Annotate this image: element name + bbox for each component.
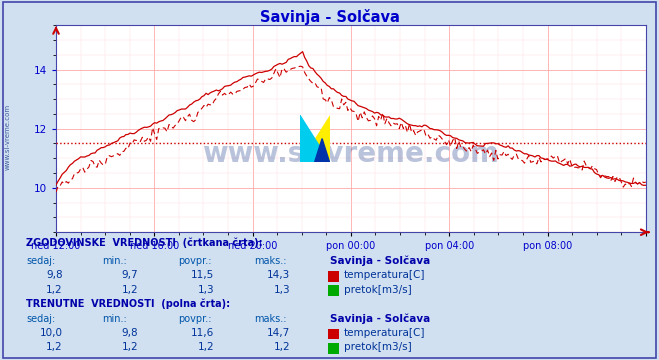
Polygon shape [300,115,330,162]
Text: maks.:: maks.: [254,256,286,266]
Text: 14,3: 14,3 [267,270,290,280]
Text: 1,2: 1,2 [122,342,138,352]
Text: pretok[m3/s]: pretok[m3/s] [344,285,412,295]
Text: 1,2: 1,2 [122,285,138,295]
Text: povpr.:: povpr.: [178,314,212,324]
Text: maks.:: maks.: [254,314,286,324]
Polygon shape [300,115,330,162]
Text: 1,2: 1,2 [273,342,290,352]
Polygon shape [315,139,330,162]
Text: 1,3: 1,3 [198,285,214,295]
Text: 1,2: 1,2 [46,342,63,352]
Text: 11,6: 11,6 [191,328,214,338]
Text: 1,2: 1,2 [198,342,214,352]
Text: www.si-vreme.com: www.si-vreme.com [202,140,500,167]
Text: www.si-vreme.com: www.si-vreme.com [5,104,11,170]
Text: sedaj:: sedaj: [26,314,55,324]
Text: temperatura[C]: temperatura[C] [344,270,426,280]
Text: 14,7: 14,7 [267,328,290,338]
Text: 1,3: 1,3 [273,285,290,295]
Text: Savinja - Solčava: Savinja - Solčava [330,313,430,324]
Text: min.:: min.: [102,256,127,266]
Text: 9,8: 9,8 [46,270,63,280]
Text: 9,8: 9,8 [122,328,138,338]
Text: Savinja - Solčava: Savinja - Solčava [260,9,399,25]
Text: 10,0: 10,0 [40,328,63,338]
Text: Savinja - Solčava: Savinja - Solčava [330,256,430,266]
Text: TRENUTNE  VREDNOSTI  (polna črta):: TRENUTNE VREDNOSTI (polna črta): [26,299,231,310]
Text: min.:: min.: [102,314,127,324]
Text: pretok[m3/s]: pretok[m3/s] [344,342,412,352]
Text: 9,7: 9,7 [122,270,138,280]
Text: 11,5: 11,5 [191,270,214,280]
Text: povpr.:: povpr.: [178,256,212,266]
Text: ZGODOVINSKE  VREDNOSTI  (črtkana črta):: ZGODOVINSKE VREDNOSTI (črtkana črta): [26,238,263,248]
Text: 1,2: 1,2 [46,285,63,295]
Text: sedaj:: sedaj: [26,256,55,266]
Text: temperatura[C]: temperatura[C] [344,328,426,338]
